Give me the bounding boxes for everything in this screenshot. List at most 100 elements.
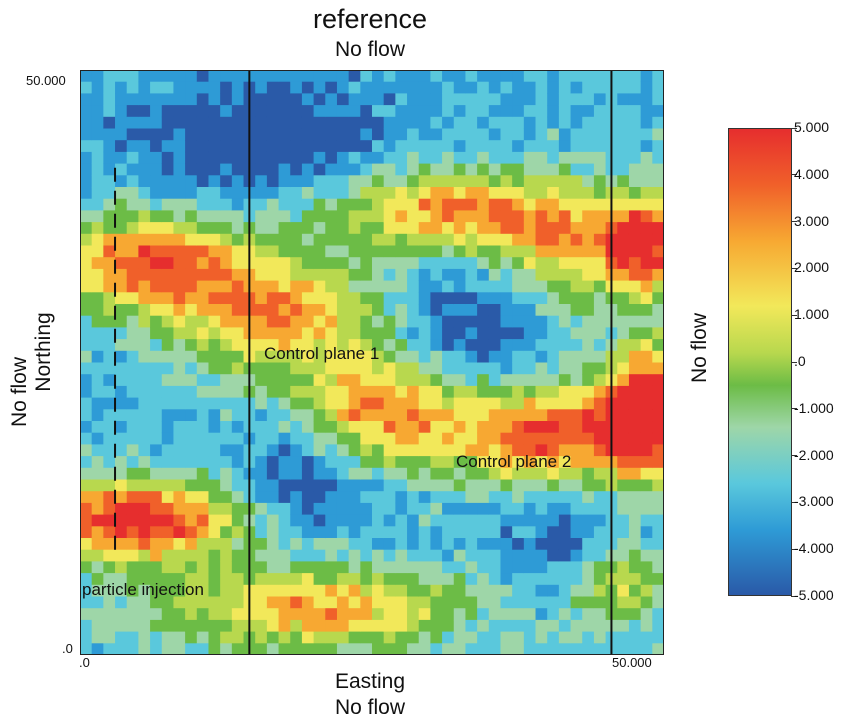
heatmap-cell [547,596,560,609]
heatmap-cell [161,573,174,586]
heatmap-cell [80,573,93,586]
heatmap-cell [138,116,151,129]
heatmap-cell [290,187,303,200]
heatmap-cell [617,444,630,457]
heatmap-cell [383,385,396,398]
heatmap-cell [407,456,420,469]
heatmap-cell [138,245,151,258]
heatmap-cell [477,362,490,375]
heatmap-cell [453,421,466,434]
heatmap-cell [185,608,198,621]
heatmap-cell [115,128,128,141]
heatmap-cell [628,304,642,317]
heatmap-cell [407,526,420,539]
heatmap-cell [570,163,583,176]
heatmap-cell [430,549,443,562]
heatmap-cell [582,151,595,164]
heatmap-cell [640,304,653,317]
heatmap-cell [80,315,93,328]
heatmap-cell [582,432,595,445]
heatmap-cell [91,81,104,94]
heatmap-cell [523,198,536,211]
heatmap-cell [383,374,396,387]
heatmap-cell [336,93,350,106]
heatmap-cell [430,362,443,375]
heatmap-cell [208,573,221,586]
heatmap-cell [465,619,478,632]
heatmap-cell [465,233,478,246]
heatmap-cell [593,268,606,281]
heatmap-cell [512,608,525,621]
heatmap-cell [278,421,291,434]
heatmap-cell [138,105,151,118]
heatmap-cell [301,339,314,352]
heatmap-cell [640,584,653,597]
heatmap-cell [278,70,291,83]
heatmap-cell [150,175,163,188]
heatmap-cell [255,526,268,539]
heatmap-cell [348,491,361,504]
heatmap-cell [395,444,408,457]
heatmap-cell [91,233,104,246]
heatmap-cell [558,339,571,352]
heatmap-cell [593,538,606,551]
heatmap-cell [266,631,279,644]
heatmap-cell [150,561,163,574]
heatmap-cell [208,245,221,258]
heatmap-cell [500,93,513,106]
heatmap-cell [336,526,350,539]
heatmap-cell [652,444,664,457]
heatmap-cell [360,573,373,586]
heatmap-cell [477,140,490,153]
heatmap-cell [547,456,560,469]
heatmap-cell [640,175,653,188]
heatmap-cell [407,619,420,632]
heatmap-cell [208,70,221,83]
heatmap-cell [547,608,560,621]
heatmap-cell [453,70,466,83]
heatmap-cell [266,339,279,352]
heatmap-cell [313,339,326,352]
heatmap-cell [161,128,174,141]
heatmap-cell [558,105,571,118]
heatmap-cell [570,561,583,574]
heatmap-cell [453,93,466,106]
heatmap-cell [407,350,420,363]
heatmap-cell [547,128,560,141]
heatmap-cell [91,502,104,515]
heatmap-cell [91,245,104,258]
heatmap-cell [617,210,630,223]
heatmap-cell [185,573,198,586]
heatmap-cell [418,245,431,258]
heatmap-cell [477,222,490,235]
heatmap-cell [103,502,116,515]
heatmap-cell [652,362,664,375]
heatmap-cell [126,350,139,363]
heatmap-cell [617,70,630,83]
heatmap-cell [336,105,350,118]
heatmap-cell [442,222,455,235]
heatmap-cell [255,561,268,574]
y-tick-min: .0 [62,641,73,656]
heatmap-cell [150,233,163,246]
heatmap-cell [313,292,326,305]
heatmap-cell [442,514,455,527]
heatmap-cell [150,304,163,317]
heatmap-cell [430,397,443,410]
heatmap-cell [535,444,548,457]
heatmap-cell [301,175,314,188]
heatmap-cell [640,479,653,492]
heatmap-cell [465,514,478,527]
heatmap-cell [372,397,385,410]
heatmap-cell [126,70,139,83]
heatmap-cell [558,479,571,492]
heatmap-cell [231,257,244,270]
heatmap-cell [115,280,128,293]
heatmap-cell [196,584,209,597]
heatmap-cell [558,608,571,621]
heatmap-cell [126,292,139,305]
heatmap-cell [115,327,128,340]
heatmap-cell [582,362,595,375]
heatmap-cell [430,631,443,644]
heatmap-cell [80,491,93,504]
